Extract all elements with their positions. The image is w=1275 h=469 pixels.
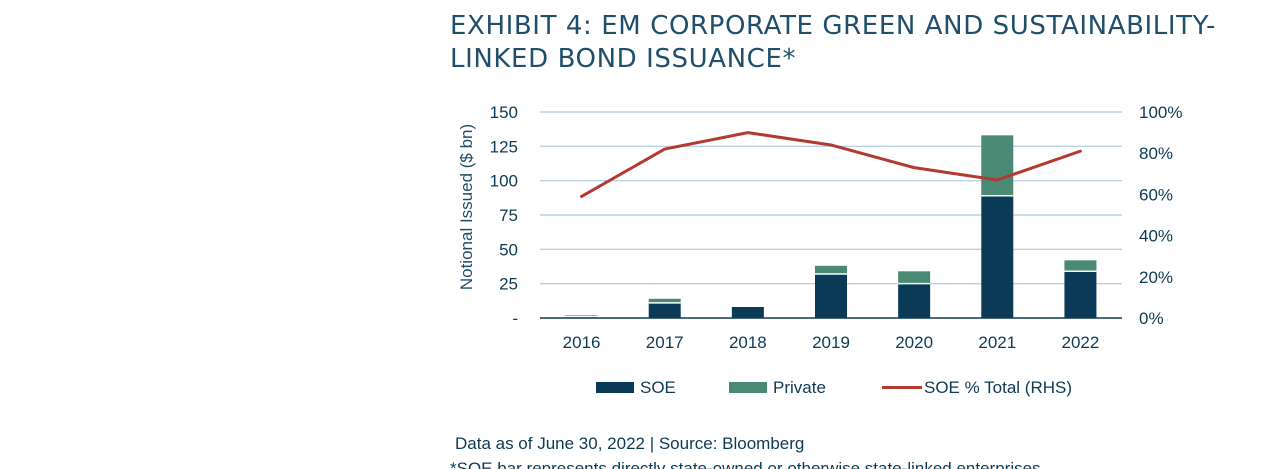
x-tick-label-2019: 2019: [812, 333, 850, 352]
bar-soe-2017: [648, 302, 681, 318]
legend-item-private: Private: [729, 377, 826, 399]
chart-title: EXHIBIT 4: EM CORPORATE GREEN AND SUSTAI…: [450, 10, 1250, 76]
x-tick-label-2022: 2022: [1062, 333, 1100, 352]
legend-label-soe-pct: SOE % Total (RHS): [924, 378, 1073, 397]
x-tick-label-2020: 2020: [895, 333, 933, 352]
y-axis-right: 0% 20% 40% 60% 80% 100%: [1139, 103, 1182, 328]
x-tick-label-2021: 2021: [978, 333, 1016, 352]
soe-footnote: *SOE bar represents directly state-owned…: [450, 459, 1041, 469]
y2-tick-label-1: 20%: [1139, 268, 1173, 287]
chart-title-line-1: EXHIBIT 4: EM CORPORATE GREEN AND SUSTAI…: [450, 11, 1216, 41]
y2-tick-label-0: 0%: [1139, 309, 1164, 328]
grid-lines: [540, 111, 1122, 285]
bar-private-2020: [898, 271, 931, 284]
line-soe-pct: [580, 131, 1082, 198]
y-tick-label-1: 25: [499, 275, 518, 294]
legend-item-soe: SOE: [596, 377, 676, 399]
chart-title-line-2: LINKED BOND ISSUANCE*: [450, 44, 797, 74]
bar-soe-2019: [815, 274, 847, 318]
y2-tick-label-4: 80%: [1139, 144, 1173, 163]
legend-label-private: Private: [773, 378, 826, 397]
bar-soe-2020: [898, 283, 931, 318]
bar-private-2017: [648, 298, 681, 303]
y-axis-label: Notional Issued ($ bn): [457, 124, 476, 290]
line-series: [580, 131, 1082, 198]
y-tick-label-2: 50: [499, 240, 518, 259]
legend-item-soe-pct: SOE % Total (RHS): [882, 377, 1072, 399]
source-note: Data as of June 30, 2022 | Source: Bloom…: [455, 434, 805, 453]
y-tick-label-3: 75: [499, 206, 518, 225]
y2-tick-label-5: 100%: [1139, 103, 1182, 122]
legend-swatch-soe-pct: [882, 386, 922, 390]
bar-private-2021: [981, 135, 1014, 196]
x-axis: 2016 2017 2018 2019 2020 2021 2022: [563, 333, 1100, 352]
y2-tick-label-2: 40%: [1139, 227, 1173, 246]
legend-swatch-private: [729, 381, 767, 393]
legend-swatch-soe: [596, 381, 634, 393]
bar-soe-2021: [981, 195, 1014, 318]
y-axis-left: - 25 50 75 100 125 150: [490, 103, 518, 328]
y-tick-label-5: 125: [490, 137, 518, 156]
x-tick-label-2018: 2018: [729, 333, 767, 352]
y-tick-label-6: 150: [490, 103, 518, 122]
bar-soe-2018: [731, 307, 764, 318]
legend-label-soe: SOE: [640, 378, 676, 397]
bar-private-2022: [1064, 260, 1097, 272]
x-tick-label-2016: 2016: [563, 333, 601, 352]
y-tick-label-0: -: [512, 309, 518, 328]
bar-private-2019: [815, 265, 847, 275]
x-tick-label-2017: 2017: [646, 333, 684, 352]
y2-tick-label-3: 60%: [1139, 185, 1173, 204]
y-tick-label-4: 100: [490, 172, 518, 191]
bars: [540, 135, 1122, 319]
bar-soe-2022: [1064, 271, 1097, 318]
